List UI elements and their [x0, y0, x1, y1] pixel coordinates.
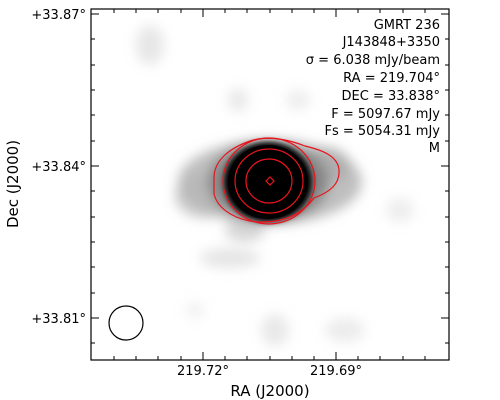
info-flux: F = 5097.67 mJy	[331, 107, 440, 122]
contour-outer	[213, 137, 340, 223]
y-tick-label-33.81: +33.81°	[31, 312, 86, 327]
contours	[213, 137, 340, 225]
y-axis-title: Dec (J2000)	[4, 140, 22, 228]
x-tick-label-219.69: 219.69°	[310, 364, 362, 379]
contour-peak	[265, 176, 275, 186]
info-survey: GMRT 236	[374, 18, 440, 33]
contour-3	[234, 148, 304, 214]
info-source-name: J143848+3350	[342, 35, 440, 50]
image-area	[91, 9, 449, 360]
info-sigma: σ = 6.038 mJy/beam	[306, 53, 440, 68]
info-block: GMRT 236 J143848+3350 σ = 6.038 mJy/beam…	[306, 18, 441, 156]
y-tick-label-33.84: +33.84°	[31, 160, 86, 175]
contour-2	[222, 137, 316, 225]
background-noise	[136, 25, 414, 346]
tick-marks	[91, 9, 449, 360]
info-flag: M	[429, 141, 440, 156]
info-ra: RA = 219.704°	[343, 71, 440, 86]
info-flux-s: Fs = 5054.31 mJy	[325, 124, 441, 139]
y-tick-label-33.87: +33.87°	[31, 8, 86, 23]
beam-ellipse	[108, 305, 144, 341]
x-axis-title: RA (J2000)	[230, 382, 309, 400]
x-tick-label-219.72: 219.72°	[177, 364, 229, 379]
contour-4	[245, 158, 293, 204]
info-dec: DEC = 33.838°	[342, 89, 440, 104]
